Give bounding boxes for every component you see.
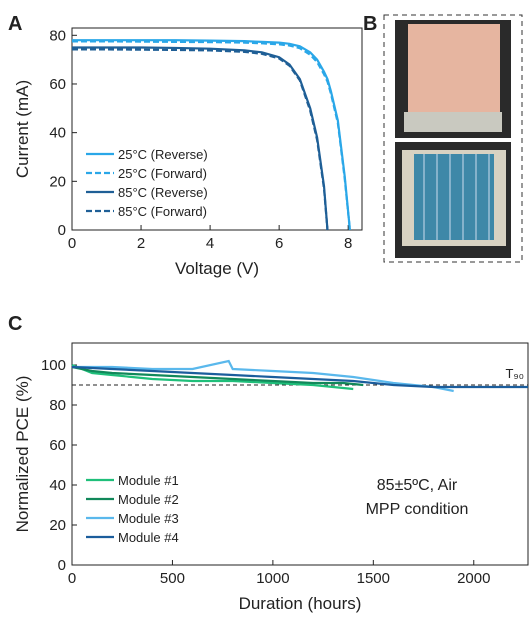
series-line bbox=[72, 40, 352, 231]
series-line bbox=[71, 365, 364, 387]
legend-label: 85°C (Forward) bbox=[118, 204, 207, 219]
x-tick-label: 1500 bbox=[357, 570, 390, 587]
x-tick-label: 2000 bbox=[457, 570, 490, 587]
legend-label: Module #4 bbox=[118, 530, 179, 545]
reference-label: T₉₀ bbox=[506, 366, 525, 381]
series-line bbox=[71, 363, 354, 391]
panel-label: A bbox=[8, 13, 22, 35]
annotation: 85±5ºC, Air bbox=[377, 477, 458, 494]
legend-label: 85°C (Reverse) bbox=[118, 185, 208, 200]
panel-label: C bbox=[8, 313, 22, 335]
y-tick-label: 80 bbox=[49, 27, 66, 44]
x-tick-label: 500 bbox=[160, 570, 185, 587]
x-tick-label: 4 bbox=[206, 235, 214, 252]
annotation: MPP condition bbox=[366, 501, 469, 518]
y-tick-label: 20 bbox=[49, 173, 66, 190]
legend-label: 25°C (Forward) bbox=[118, 166, 207, 181]
plot-frame bbox=[71, 27, 363, 231]
series-line bbox=[72, 359, 454, 393]
y-tick-label: 60 bbox=[49, 76, 66, 93]
y-tick-label: 100 bbox=[41, 357, 66, 374]
x-tick-label: 2 bbox=[137, 235, 145, 252]
y-tick-label: 40 bbox=[49, 125, 66, 142]
series-line bbox=[71, 365, 528, 389]
legend-label: Module #2 bbox=[118, 492, 179, 507]
series-line bbox=[72, 46, 329, 231]
series-line bbox=[72, 48, 329, 231]
x-axis-label: Voltage (V) bbox=[175, 259, 259, 278]
legend-label: 25°C (Reverse) bbox=[118, 147, 208, 162]
y-tick-label: 80 bbox=[49, 397, 66, 414]
y-tick-label: 0 bbox=[58, 222, 66, 239]
x-tick-label: 0 bbox=[68, 235, 76, 252]
x-tick-label: 8 bbox=[344, 235, 352, 252]
x-tick-label: 0 bbox=[68, 570, 76, 587]
y-tick-label: 20 bbox=[49, 517, 66, 534]
y-tick-label: 40 bbox=[49, 477, 66, 494]
y-tick-label: 0 bbox=[58, 557, 66, 574]
series-line bbox=[72, 39, 352, 231]
y-tick-label: 60 bbox=[49, 437, 66, 454]
legend-label: Module #1 bbox=[118, 473, 179, 488]
panel-label: B bbox=[363, 13, 377, 35]
y-axis-label: Normalized PCE (%) bbox=[13, 376, 32, 533]
x-axis-label: Duration (hours) bbox=[239, 594, 362, 613]
photo-panel bbox=[383, 14, 523, 263]
x-tick-label: 6 bbox=[275, 235, 283, 252]
legend-label: Module #3 bbox=[118, 511, 179, 526]
y-axis-label: Current (mA) bbox=[13, 80, 32, 178]
x-tick-label: 1000 bbox=[256, 570, 289, 587]
plot-frame bbox=[71, 342, 529, 566]
